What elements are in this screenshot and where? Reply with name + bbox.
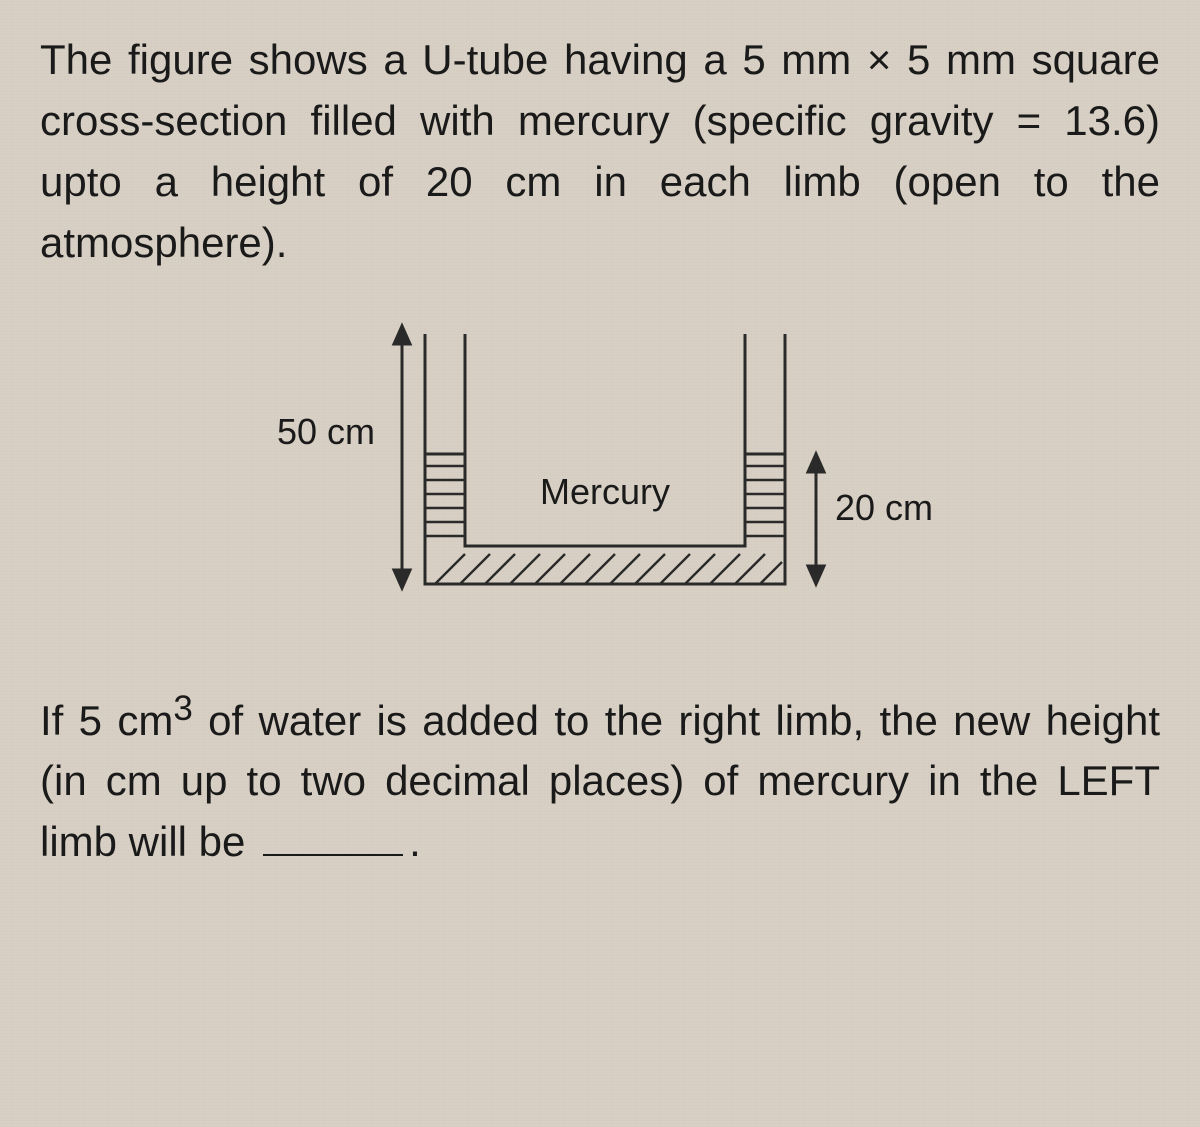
u-tube-outline — [425, 334, 785, 584]
q2-mid: of water is added to the right limb, the… — [40, 697, 1160, 866]
mercury-hatch-right — [745, 466, 785, 536]
right-dim-arrow — [808, 454, 824, 584]
u-tube-svg: 50 cm — [260, 314, 940, 634]
mercury-hatch-left — [425, 466, 465, 536]
q2-pre: If 5 cm — [40, 697, 173, 744]
question-paragraph-1: The figure shows a U-tube having a 5 mm … — [40, 30, 1160, 274]
label-50cm: 50 cm — [277, 411, 375, 452]
mercury-hatch-bottom — [435, 554, 782, 584]
diagram-container: 50 cm — [40, 314, 1160, 634]
q2-post: . — [409, 818, 421, 865]
left-dim-arrow — [394, 326, 410, 588]
label-20cm: 20 cm — [835, 487, 933, 528]
answer-blank — [263, 854, 403, 856]
question-paragraph-2: If 5 cm3 of water is added to the right … — [40, 684, 1160, 874]
label-mercury: Mercury — [540, 471, 670, 512]
u-tube-diagram: 50 cm — [260, 314, 940, 634]
q2-sup: 3 — [173, 689, 192, 728]
